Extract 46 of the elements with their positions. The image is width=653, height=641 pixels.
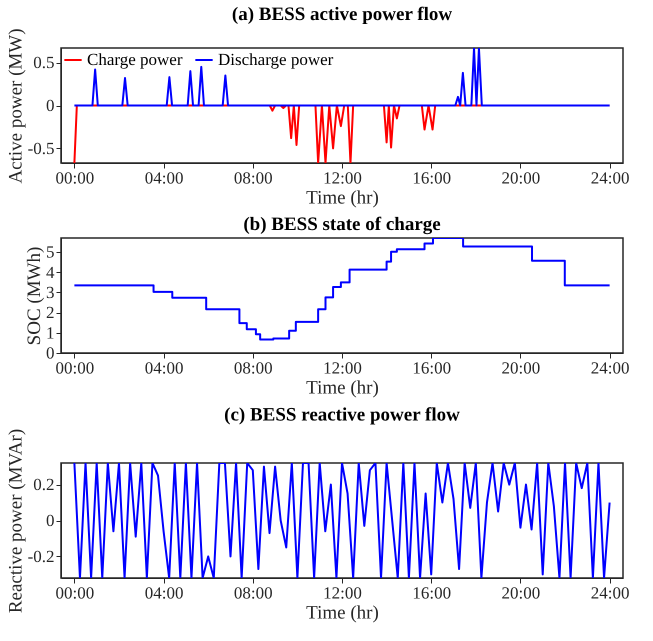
x-tick-label: 24:00 (590, 358, 630, 378)
x-tick-label: 24:00 (590, 584, 630, 602)
x-tick-label: 16:00 (412, 584, 452, 602)
x-tick-label: 04:00 (144, 584, 184, 602)
chart-title: (a) BESS active power flow (232, 4, 452, 25)
x-tick-label: 08:00 (234, 358, 273, 378)
x-tick-label: 04:00 (144, 168, 184, 188)
y-tick-label: 0.2 (33, 475, 54, 494)
x-tick-label: 04:00 (144, 358, 184, 378)
x-tick-label: 12:00 (323, 168, 362, 188)
y-tick-label: 0 (46, 511, 54, 530)
y-tick-label: -0.2 (28, 546, 54, 566)
x-tick-label: 20:00 (502, 584, 540, 602)
y-tick-label: 2 (46, 303, 54, 322)
x-tick-label: 00:00 (56, 358, 94, 378)
line-series (73, 48, 611, 106)
y-tick-label: 5 (46, 242, 54, 262)
x-tick-label: 08:00 (234, 584, 273, 602)
x-tick-label: 20:00 (502, 168, 540, 188)
x-tick-label: 24:00 (590, 168, 630, 188)
x-tick-label: 00:00 (56, 584, 94, 602)
x-tick-label: 16:00 (412, 168, 452, 188)
x-axis-title: Time (hr) (306, 378, 379, 398)
y-tick-label: 4 (46, 262, 55, 282)
x-tick-label: 12:00 (323, 358, 362, 378)
y-axis-title: Reactive power (MVAr) (6, 428, 27, 614)
x-axis-title: Time (hr) (306, 602, 379, 624)
y-tick-label: 0.5 (33, 53, 54, 72)
y-tick-label: 0 (46, 344, 54, 362)
x-tick-label: 12:00 (323, 584, 362, 602)
legend-label: Charge power (87, 50, 183, 69)
y-axis-title: SOC (MWh) (24, 246, 45, 346)
x-tick-label: 16:00 (412, 358, 452, 378)
x-axis-title: Time (hr) (306, 188, 379, 208)
x-tick-label: 00:00 (56, 168, 94, 188)
x-tick-label: 20:00 (502, 358, 540, 378)
y-tick-label: 3 (46, 282, 54, 302)
legend-label: Discharge power (218, 50, 334, 69)
line-series (73, 463, 611, 578)
y-tick-label: -0.5 (28, 138, 54, 158)
y-axis-title: Active power (MW) (6, 28, 27, 184)
chart-title: (b) BESS state of charge (243, 214, 441, 235)
y-tick-label: 1 (46, 323, 54, 342)
chart-title: (c) BESS reactive power flow (224, 404, 460, 426)
y-tick-label: 0 (46, 96, 54, 115)
x-tick-label: 08:00 (234, 168, 273, 188)
